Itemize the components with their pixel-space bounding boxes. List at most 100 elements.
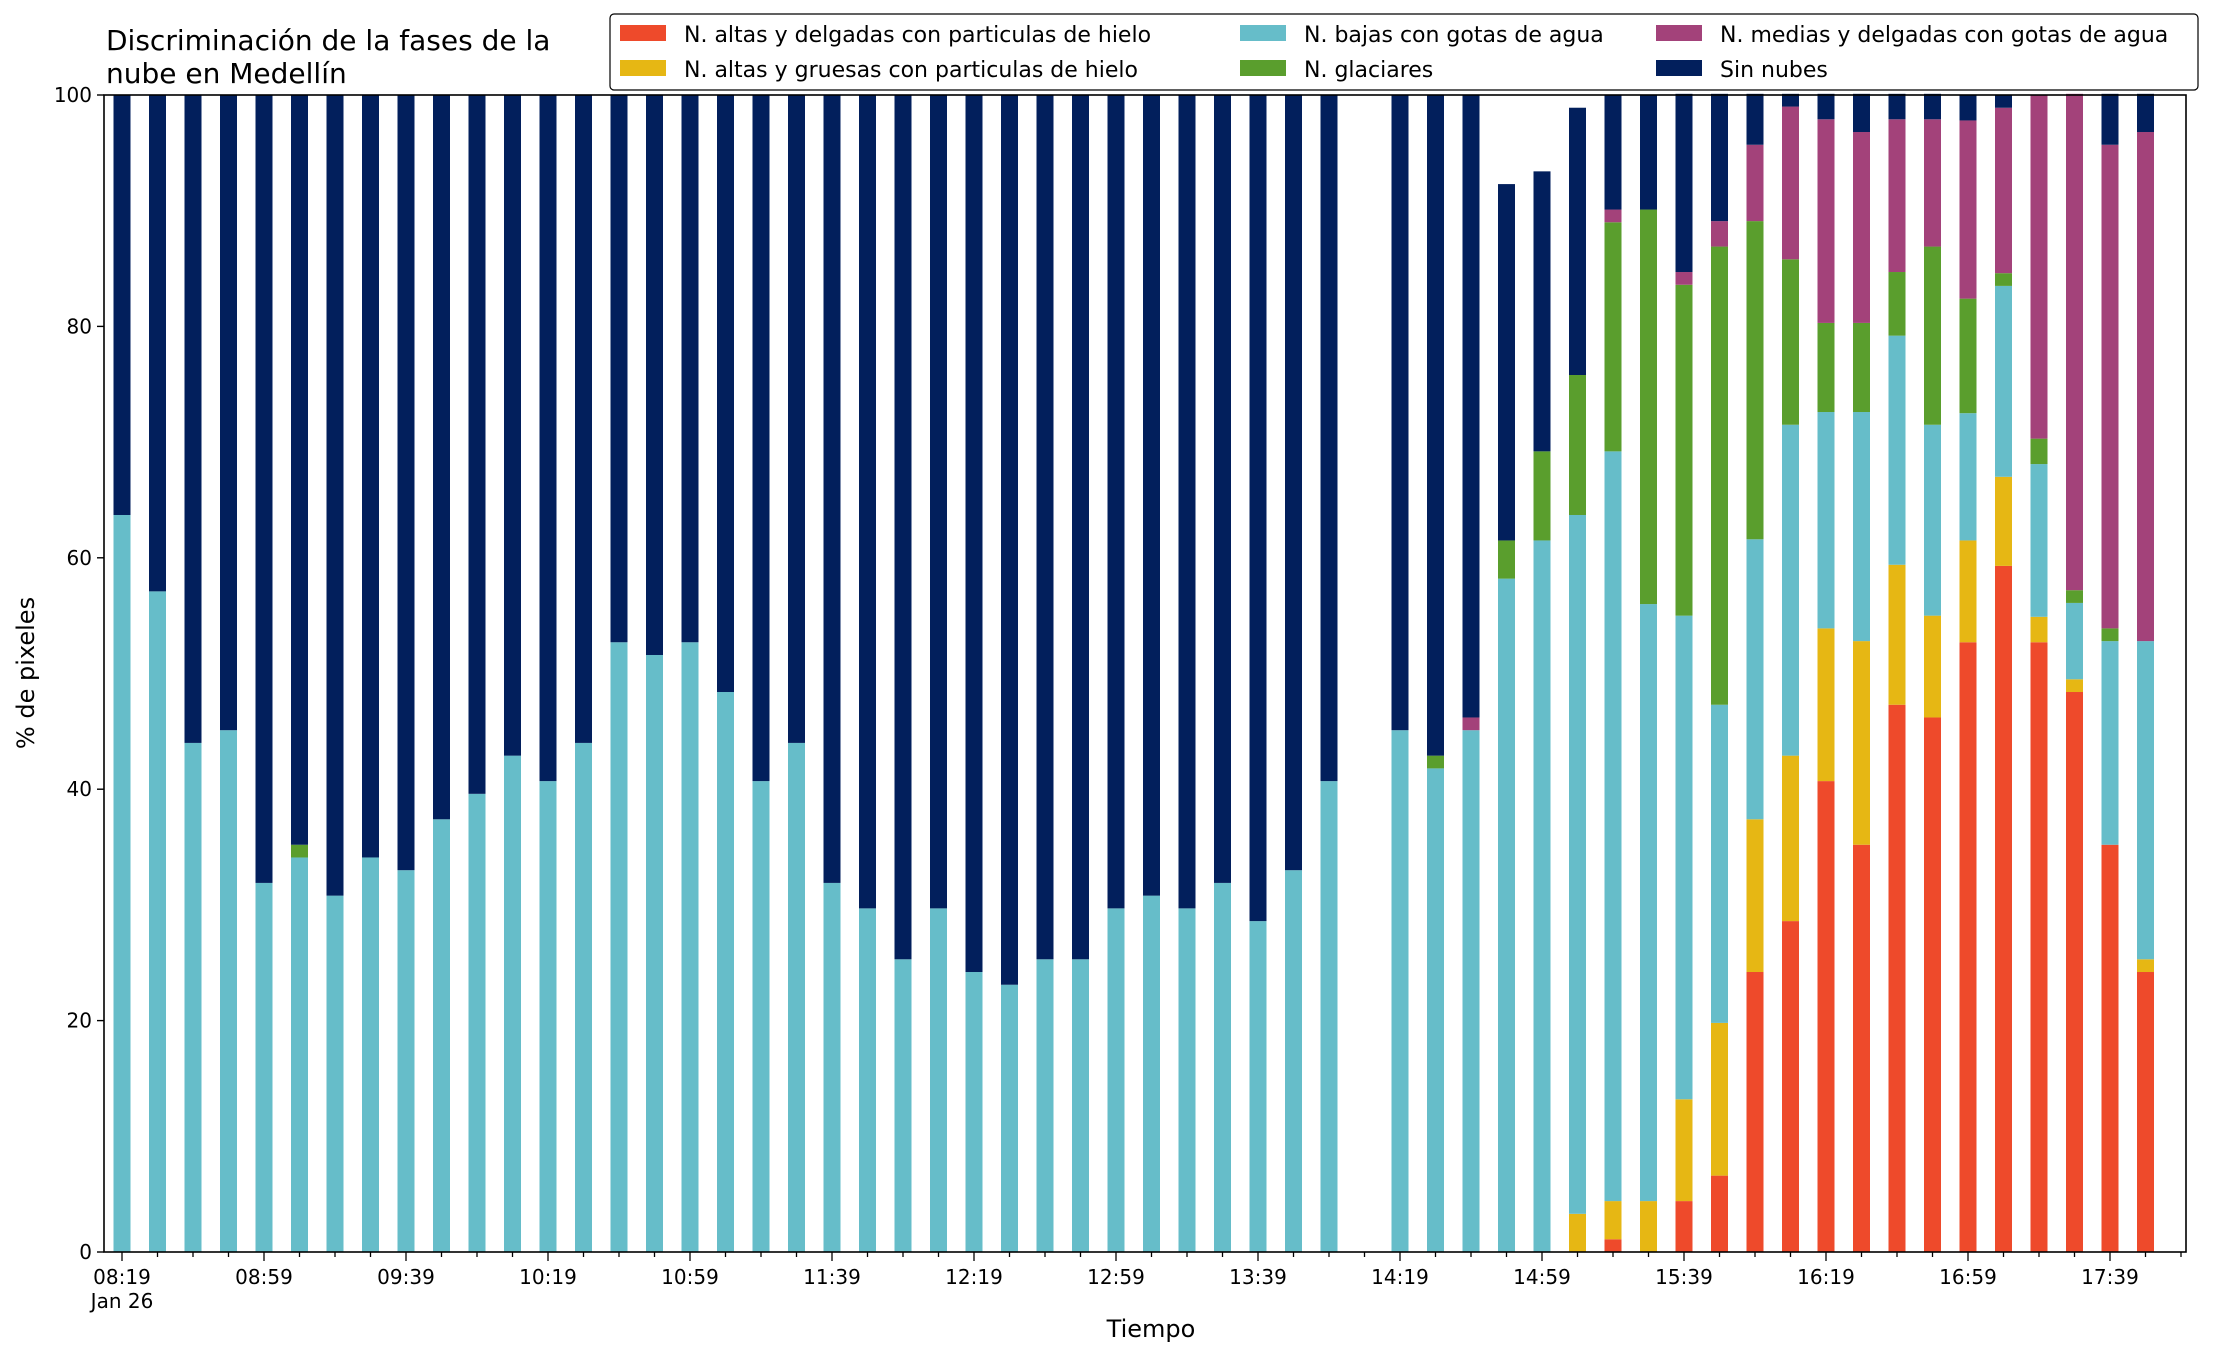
bar-segment-5-2 [291, 857, 308, 1252]
bar-segment-52-5 [1959, 95, 1977, 121]
chart-title-line-1: Discriminación de la fases de la [106, 24, 550, 57]
bar-segment-47-0 [1782, 921, 1799, 1252]
bar-segment-5-5 [291, 95, 308, 845]
bar-segment-27-2 [1072, 959, 1089, 1252]
bar-segment-50-3 [1888, 272, 1906, 336]
bar-segment-32-5 [1249, 95, 1267, 922]
bar-segment-3-5 [220, 95, 237, 731]
bar-segment-14-5 [610, 95, 628, 643]
bar-segment-56-3 [2101, 628, 2119, 642]
bar-segment-13-2 [575, 742, 592, 1252]
bar-segment-50-5 [1888, 93, 1906, 120]
legend-swatch-0 [620, 25, 666, 41]
bar-segment-49-2 [1853, 412, 1870, 642]
bar-segment-51-2 [1924, 424, 1941, 616]
bar-segment-55-3 [2066, 590, 2083, 603]
bar-segment-22-2 [894, 959, 912, 1252]
bar-segment-42-1 [1604, 1201, 1622, 1240]
bar-segment-33-2 [1285, 870, 1302, 1252]
bar-segment-46-2 [1746, 539, 1764, 820]
bar-segment-53-1 [1995, 476, 2012, 566]
bar-segment-46-4 [1746, 144, 1764, 222]
bar-segment-4-2 [255, 882, 273, 1252]
plot-frame [103, 94, 2187, 1253]
bar-segment-47-5 [1782, 93, 1799, 107]
bar-segment-0-5 [113, 95, 131, 515]
bar-segment-39-3 [1498, 540, 1515, 579]
legend-swatch-5 [1656, 60, 1702, 76]
bar-segment-51-5 [1924, 93, 1941, 120]
bar-segment-36-2 [1391, 730, 1409, 1252]
bar-segment-49-4 [1853, 132, 1870, 323]
x-tick-label: 12:19 [945, 1265, 1003, 1289]
bar-segment-48-5 [1817, 93, 1835, 120]
bar-segment-25-2 [1001, 984, 1018, 1252]
x-tick-label: 17:39 [2081, 1265, 2139, 1289]
bar-segment-45-2 [1711, 704, 1728, 1023]
bar-segment-23-5 [930, 95, 947, 909]
bar-segment-53-2 [1995, 285, 2012, 477]
legend-swatch-3 [1240, 60, 1286, 76]
bar-segment-9-5 [433, 95, 450, 820]
bar-segment-43-1 [1640, 1201, 1657, 1252]
bar-segment-28-2 [1107, 908, 1125, 1252]
bar-segment-53-5 [1995, 95, 2012, 108]
x-tick-label: 16:19 [1797, 1265, 1855, 1289]
bar-segment-56-4 [2101, 144, 2119, 629]
legend-label-0: N. altas y delgadas con particulas de hi… [684, 23, 1151, 48]
bar-segment-42-2 [1604, 451, 1622, 1202]
bar-segment-9-2 [433, 819, 450, 1252]
legend-label-4: N. medias y delgadas con gotas de agua [1720, 23, 2168, 48]
y-tick-label: 60 [67, 546, 92, 570]
bar-segment-10-2 [468, 793, 486, 1252]
legend: N. altas y delgadas con particulas de hi… [609, 13, 2199, 91]
bar-segment-47-3 [1782, 259, 1799, 425]
bar-segment-55-2 [2066, 602, 2083, 680]
x-tick-label: 08:19 [93, 1265, 151, 1289]
bar-segment-50-2 [1888, 335, 1906, 565]
bar-segment-57-0 [2137, 972, 2154, 1252]
x-tick-label: 14:19 [1371, 1265, 1429, 1289]
bar-segment-51-0 [1924, 717, 1941, 1252]
bar-segment-5-3 [291, 844, 308, 858]
x-tick-label: 10:59 [661, 1265, 719, 1289]
bar-segment-22-5 [894, 95, 912, 960]
bar-segment-57-5 [2137, 93, 2154, 133]
bar-segment-19-2 [788, 742, 805, 1252]
bar-segment-37-5 [1427, 95, 1444, 756]
y-tick-label: 80 [67, 314, 92, 338]
x-tick-label: 11:39 [803, 1265, 861, 1289]
bar-segment-29-5 [1143, 95, 1160, 896]
bar-segment-27-5 [1072, 95, 1089, 960]
bar-segment-11-2 [504, 755, 521, 1252]
bar-segment-50-1 [1888, 564, 1906, 705]
bar-segment-54-3 [2030, 438, 2048, 465]
legend-label-5: Sin nubes [1720, 58, 1828, 83]
bar-segment-57-4 [2137, 132, 2154, 642]
bar-segment-2-2 [184, 742, 202, 1252]
bar-segment-41-2 [1569, 514, 1586, 1214]
bar-segment-42-0 [1604, 1239, 1622, 1252]
bar-segment-41-5 [1569, 107, 1586, 375]
bar-segment-43-2 [1640, 604, 1657, 1202]
bar-segment-48-4 [1817, 119, 1835, 323]
bar-segment-42-5 [1604, 95, 1622, 210]
legend-label-3: N. glaciares [1304, 58, 1433, 83]
bar-segment-43-5 [1640, 95, 1657, 210]
bar-segment-33-5 [1285, 95, 1302, 871]
bar-segment-57-2 [2137, 641, 2154, 960]
bar-segment-46-0 [1746, 972, 1764, 1252]
bar-segment-43-3 [1640, 209, 1657, 605]
bar-segment-49-5 [1853, 93, 1870, 133]
bar-segment-40-2 [1533, 540, 1551, 1252]
x-tick-sublabel: Jan 26 [89, 1289, 154, 1313]
bar-segment-8-2 [397, 870, 415, 1252]
bar-segment-38-5 [1462, 95, 1480, 718]
bar-segment-28-5 [1107, 95, 1125, 909]
bar-segment-1-2 [149, 591, 166, 1252]
bar-segment-30-2 [1178, 908, 1196, 1252]
bar-segment-14-2 [610, 642, 628, 1252]
bar-segment-44-3 [1675, 284, 1693, 616]
bar-segment-52-3 [1959, 298, 1977, 414]
